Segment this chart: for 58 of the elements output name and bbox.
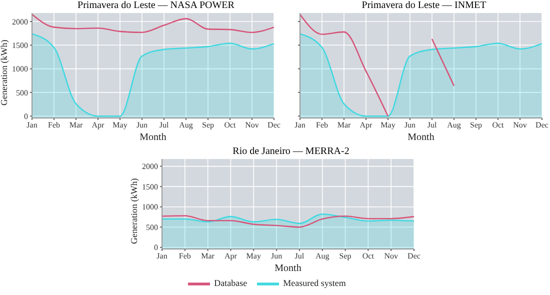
- x-axis-title: Month: [274, 263, 302, 274]
- y-axis-title: Generation (kWh): [0, 40, 10, 106]
- x-tick-label: Jun: [136, 120, 148, 130]
- line-series: [32, 14, 274, 34]
- x-tick-label: Jan: [294, 120, 306, 130]
- y-tick-label: 1000: [142, 202, 158, 212]
- x-tick-label: Nov: [245, 120, 259, 130]
- x-tick-label: May: [246, 252, 261, 261]
- x-tick-label: Jun: [404, 120, 416, 130]
- x-tick-label: Sep: [202, 120, 214, 130]
- x-tick-label: Oct: [492, 120, 505, 130]
- x-tick-label: May: [380, 120, 396, 130]
- y-tick-label: 1500: [12, 41, 28, 50]
- x-tick-label: Oct: [224, 120, 237, 130]
- x-tick-label: Dec: [268, 120, 281, 130]
- x-tick-label: Aug: [447, 120, 461, 130]
- y-tick-label: 0: [154, 243, 158, 252]
- x-tick-label: Jun: [270, 252, 282, 261]
- x-tick-label: Aug: [315, 252, 330, 261]
- x-tick-label: Nov: [384, 252, 398, 261]
- legend-label: Database: [214, 278, 248, 288]
- y-tick-label: 1000: [12, 64, 28, 74]
- y-axis-title: Generation (kWh): [129, 178, 140, 244]
- x-tick-label: Oct: [362, 252, 375, 261]
- x-tick-label: Jul: [427, 120, 438, 130]
- x-tick-label: Sep: [339, 252, 352, 261]
- x-tick-label: Apr: [224, 252, 238, 261]
- x-tick-label: Mar: [69, 120, 83, 130]
- x-tick-label: May: [112, 120, 128, 130]
- x-axis-title: Month: [140, 132, 166, 143]
- x-tick-label: Dec: [536, 120, 549, 130]
- x-axis-title: Month: [408, 132, 434, 143]
- y-tick-label: 500: [146, 222, 158, 232]
- chart-title: Primavera do Leste — NASA POWER: [76, 0, 236, 12]
- x-tick-label: Aug: [179, 120, 193, 130]
- y-tick-label: 2000: [142, 162, 158, 172]
- x-tick-label: Jan: [156, 252, 168, 261]
- y-tick-label: 0: [24, 112, 28, 121]
- x-tick-label: Feb: [48, 120, 60, 130]
- x-tick-label: Feb: [316, 120, 328, 130]
- x-tick-label: Apr: [360, 120, 373, 130]
- line-series: [162, 215, 414, 228]
- x-tick-label: Mar: [201, 252, 215, 261]
- x-tick-label: Mar: [337, 120, 351, 130]
- chart-title: Primavera do Leste — INMET: [360, 0, 488, 12]
- y-tick-label: 1500: [142, 182, 158, 192]
- legend-label: Measured system: [283, 278, 346, 288]
- chart-title: Rio de Janeiro — MERRA-2: [232, 146, 350, 158]
- y-tick-label: 2000: [12, 17, 28, 26]
- y-tick-label: 500: [16, 88, 28, 98]
- x-tick-label: Jan: [26, 120, 38, 130]
- x-tick-label: Nov: [513, 120, 527, 130]
- x-tick-label: Sep: [470, 120, 482, 130]
- x-tick-label: Jul: [294, 252, 305, 261]
- x-tick-label: Feb: [178, 252, 191, 261]
- x-tick-label: Dec: [408, 252, 421, 261]
- x-tick-label: Apr: [92, 120, 105, 130]
- x-tick-label: Jul: [159, 120, 170, 130]
